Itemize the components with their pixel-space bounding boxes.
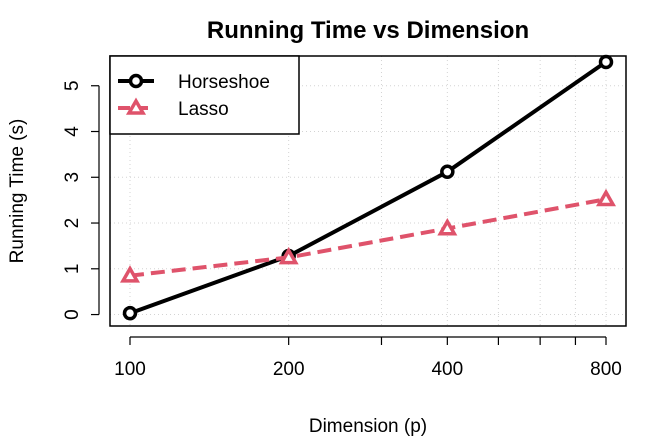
data-point-horseshoe [122, 305, 138, 321]
y-tick-label: 5 [62, 80, 83, 91]
series-line-lasso [129, 197, 607, 278]
x-tick-label: 800 [590, 359, 622, 380]
series-line-horseshoe [129, 60, 608, 316]
legend-label-lasso: Lasso [178, 99, 229, 120]
legend-marker-horseshoe [128, 73, 144, 89]
chart-title: Running Time vs Dimension [207, 17, 529, 44]
data-point-horseshoe [440, 164, 455, 180]
y-tick-label: 3 [62, 172, 83, 183]
series-layer [119, 54, 617, 321]
axes: 100 200 400 800 0 1 2 3 4 5 [62, 80, 622, 380]
plot-area-frame [109, 55, 627, 327]
x-tick-label: 400 [431, 359, 463, 380]
x-tick-label: 100 [114, 359, 146, 380]
data-point-lasso [437, 217, 458, 236]
y-tick-label: 1 [62, 264, 83, 275]
legend-marker-lasso [125, 97, 147, 115]
y-tick-label: 0 [62, 309, 83, 320]
data-point-lasso [595, 188, 617, 207]
x-tick-label: 200 [273, 359, 305, 380]
legend: Horseshoe Lasso [109, 55, 300, 135]
data-point-lasso [119, 265, 141, 283]
y-tick-label: 2 [62, 218, 83, 229]
legend-label-horseshoe: Horseshoe [178, 72, 270, 93]
y-axis-label: Running Time (s) [7, 119, 28, 264]
x-axis-label: Dimension (p) [309, 416, 427, 437]
y-tick-label: 4 [62, 126, 83, 137]
data-point-horseshoe [598, 54, 614, 70]
data-point-lasso [278, 246, 299, 265]
legend-box [109, 55, 300, 135]
